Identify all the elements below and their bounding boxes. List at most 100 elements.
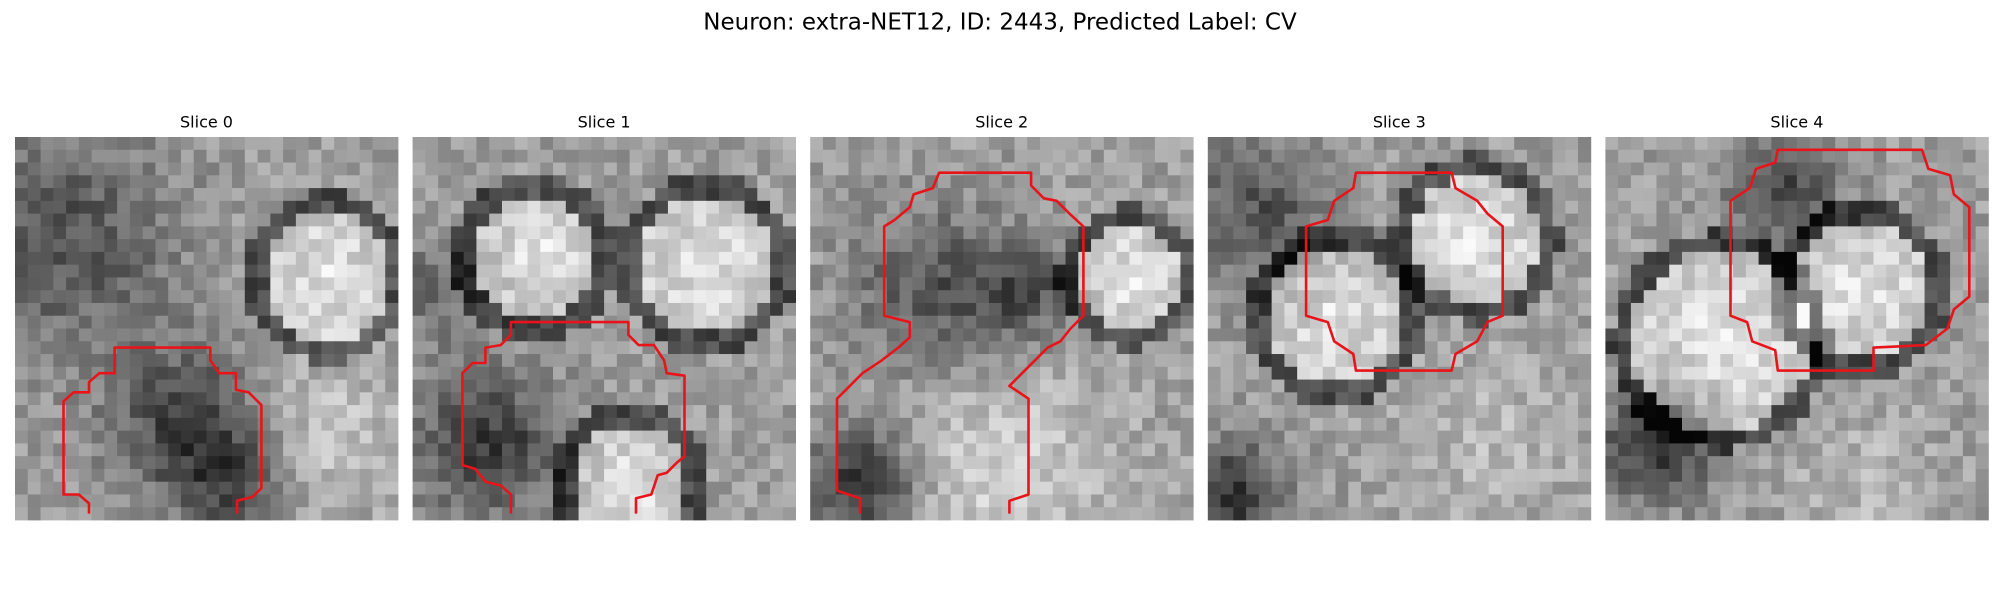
pixel <box>244 175 258 189</box>
pixel <box>1847 354 1862 368</box>
pixel <box>334 481 348 495</box>
pixel <box>976 302 990 317</box>
pixel <box>359 149 373 163</box>
pixel <box>1207 277 1221 291</box>
pixel <box>1873 328 1887 342</box>
pixel <box>1643 494 1657 508</box>
pixel <box>1488 341 1502 355</box>
pixel <box>1027 302 1041 317</box>
pixel <box>1475 149 1490 163</box>
pixel <box>1618 328 1632 342</box>
pixel <box>1643 315 1657 329</box>
pixel <box>232 149 246 163</box>
pixel <box>1552 188 1566 202</box>
pixel <box>450 175 465 189</box>
pixel <box>861 251 875 266</box>
pixel <box>1335 417 1349 432</box>
pixel <box>334 379 348 393</box>
pixel <box>257 379 271 393</box>
pixel <box>1142 328 1156 342</box>
pixel <box>770 341 784 355</box>
pixel <box>1899 456 1913 470</box>
pixel <box>655 481 669 495</box>
pixel <box>308 175 322 189</box>
pixel <box>937 507 952 521</box>
pixel <box>1258 328 1273 342</box>
pixel <box>425 264 439 278</box>
pixel <box>1873 290 1887 304</box>
pixel <box>1399 430 1413 444</box>
pixel <box>886 251 900 266</box>
pixel <box>1514 315 1528 329</box>
pixel <box>1771 379 1785 393</box>
pixel <box>719 481 733 495</box>
pixel <box>667 443 682 457</box>
pixel <box>385 405 399 419</box>
pixel <box>540 405 554 419</box>
pixel <box>1975 366 1989 380</box>
pixel <box>1180 507 1194 521</box>
pixel <box>1027 328 1041 342</box>
pixel <box>1246 354 1260 368</box>
pixel <box>1899 417 1913 432</box>
pixel <box>40 456 54 470</box>
pixel <box>1526 379 1541 393</box>
pixel <box>1361 405 1375 419</box>
pixel <box>1078 456 1092 470</box>
pixel <box>1220 137 1234 151</box>
pixel <box>385 290 399 304</box>
pixel <box>1065 188 1079 202</box>
pixel <box>1886 328 1900 342</box>
pixel <box>565 456 579 470</box>
pixel <box>540 507 554 521</box>
pixel <box>91 290 105 304</box>
pixel <box>655 200 669 214</box>
pixel <box>1142 456 1156 470</box>
pixel <box>1040 162 1054 176</box>
pixel <box>616 302 631 317</box>
pixel <box>1463 302 1477 317</box>
pixel <box>1322 213 1336 227</box>
pixel <box>1399 341 1413 355</box>
pixel <box>295 405 310 419</box>
pixel <box>257 328 271 342</box>
pixel <box>1822 405 1836 419</box>
pixel <box>744 290 758 304</box>
pixel <box>1911 443 1925 457</box>
pixel <box>219 264 233 278</box>
pixel <box>642 379 656 393</box>
pixel <box>78 315 92 329</box>
pixel <box>1694 405 1708 419</box>
pixel <box>1373 149 1387 163</box>
pixel <box>193 239 207 253</box>
pixel <box>1386 200 1400 214</box>
pixel <box>244 137 258 151</box>
pixel <box>1552 149 1566 163</box>
pixel <box>104 226 118 240</box>
pixel <box>1103 468 1117 483</box>
pixel <box>1424 175 1438 189</box>
pixel <box>706 302 720 317</box>
pixel <box>1154 226 1169 240</box>
pixel <box>848 226 862 240</box>
pixel <box>206 226 220 240</box>
pixel <box>346 302 361 317</box>
pixel <box>1873 315 1887 329</box>
pixel <box>937 379 952 393</box>
pixel <box>1694 494 1708 508</box>
pixel <box>1822 481 1836 495</box>
pixel <box>655 264 669 278</box>
pixel <box>1950 379 1964 393</box>
pixel <box>680 392 694 406</box>
pixel <box>616 341 631 355</box>
pixel <box>104 328 118 342</box>
pixel <box>450 239 465 253</box>
pixel <box>1784 290 1798 304</box>
pixel <box>553 251 567 266</box>
pixel <box>1539 149 1553 163</box>
pixel <box>91 200 105 214</box>
pixel <box>1065 392 1079 406</box>
pixel <box>1796 175 1811 189</box>
pixel <box>1167 494 1181 508</box>
pixel <box>848 341 862 355</box>
